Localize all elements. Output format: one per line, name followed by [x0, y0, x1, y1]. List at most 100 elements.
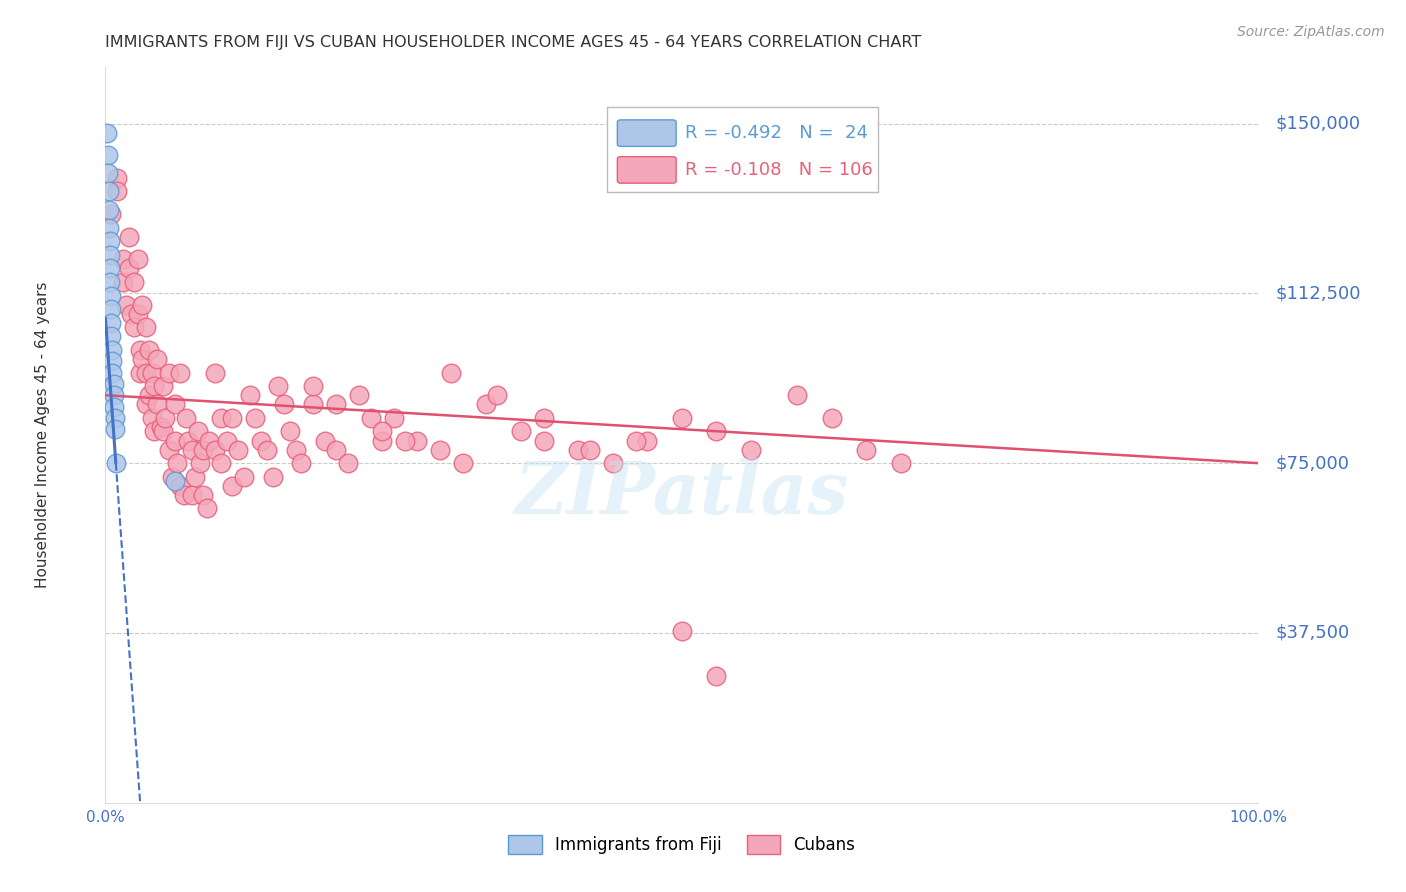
Point — [347, 388, 370, 402]
Point — [602, 456, 624, 470]
Point — [290, 456, 312, 470]
Point — [117, 229, 139, 244]
Text: $112,500: $112,500 — [1275, 285, 1361, 302]
Point — [245, 410, 267, 425]
Point — [786, 388, 808, 402]
Text: $150,000: $150,000 — [1275, 114, 1361, 133]
Point — [129, 366, 152, 380]
Point — [142, 425, 165, 439]
Point — [209, 456, 232, 470]
Point — [152, 379, 174, 393]
Point — [100, 316, 122, 330]
Point — [475, 397, 498, 411]
Point — [855, 442, 877, 457]
Point — [115, 298, 138, 312]
Point — [163, 475, 186, 489]
Point — [740, 442, 762, 457]
Point — [98, 234, 121, 248]
Point — [97, 166, 120, 180]
Text: Householder Income Ages 45 - 64 years: Householder Income Ages 45 - 64 years — [35, 282, 49, 588]
Point — [111, 275, 134, 289]
Text: IMMIGRANTS FROM FIJI VS CUBAN HOUSEHOLDER INCOME AGES 45 - 64 YEARS CORRELATION : IMMIGRANTS FROM FIJI VS CUBAN HOUSEHOLDE… — [105, 36, 922, 51]
Point — [129, 343, 152, 357]
Point — [155, 410, 177, 425]
Point — [278, 425, 301, 439]
Point — [100, 288, 122, 302]
Point — [146, 351, 169, 366]
Point — [111, 252, 134, 267]
Point — [97, 202, 120, 217]
Point — [98, 248, 121, 262]
Point — [101, 343, 124, 357]
Point — [124, 275, 146, 289]
Point — [250, 434, 273, 448]
Point — [256, 442, 278, 457]
Point — [103, 376, 125, 391]
Point — [382, 410, 405, 425]
Point — [105, 185, 128, 199]
Point — [177, 434, 200, 448]
Point — [100, 207, 122, 221]
Point — [174, 410, 197, 425]
Point — [636, 434, 658, 448]
Point — [103, 388, 125, 402]
Point — [103, 400, 125, 414]
Point — [127, 252, 149, 267]
Point — [273, 397, 295, 411]
Point — [239, 388, 262, 402]
FancyBboxPatch shape — [617, 120, 676, 146]
Point — [100, 302, 122, 317]
Point — [138, 343, 160, 357]
Point — [371, 434, 394, 448]
Point — [193, 488, 215, 502]
Point — [706, 669, 728, 683]
Point — [157, 366, 180, 380]
Point — [180, 442, 204, 457]
Point — [671, 410, 693, 425]
Point — [533, 434, 555, 448]
Point — [671, 624, 693, 638]
Point — [127, 307, 149, 321]
Point — [204, 442, 226, 457]
Point — [405, 434, 427, 448]
Point — [104, 410, 127, 425]
Point — [451, 456, 474, 470]
Point — [509, 425, 531, 439]
Point — [131, 298, 153, 312]
Point — [124, 320, 146, 334]
Point — [204, 366, 226, 380]
Point — [157, 442, 180, 457]
Point — [97, 220, 120, 235]
Point — [262, 469, 284, 483]
Text: $37,500: $37,500 — [1275, 624, 1350, 642]
Point — [166, 456, 188, 470]
Point — [226, 442, 249, 457]
Point — [101, 366, 124, 380]
Point — [173, 488, 195, 502]
Point — [371, 425, 394, 439]
Point — [180, 488, 204, 502]
Point — [325, 397, 347, 411]
Point — [135, 320, 157, 334]
Point — [100, 329, 122, 343]
Text: $75,000: $75,000 — [1275, 454, 1350, 472]
Point — [284, 442, 307, 457]
Point — [135, 366, 157, 380]
Point — [162, 469, 184, 483]
Point — [821, 410, 844, 425]
Point — [163, 397, 186, 411]
Point — [163, 434, 186, 448]
Point — [135, 397, 157, 411]
Point — [141, 410, 163, 425]
Point — [117, 261, 139, 276]
Point — [232, 469, 254, 483]
FancyBboxPatch shape — [617, 157, 676, 183]
Point — [142, 379, 165, 393]
Point — [209, 410, 232, 425]
Point — [138, 388, 160, 402]
Point — [533, 410, 555, 425]
Point — [141, 366, 163, 380]
Point — [131, 351, 153, 366]
Point — [184, 469, 207, 483]
Point — [169, 366, 191, 380]
